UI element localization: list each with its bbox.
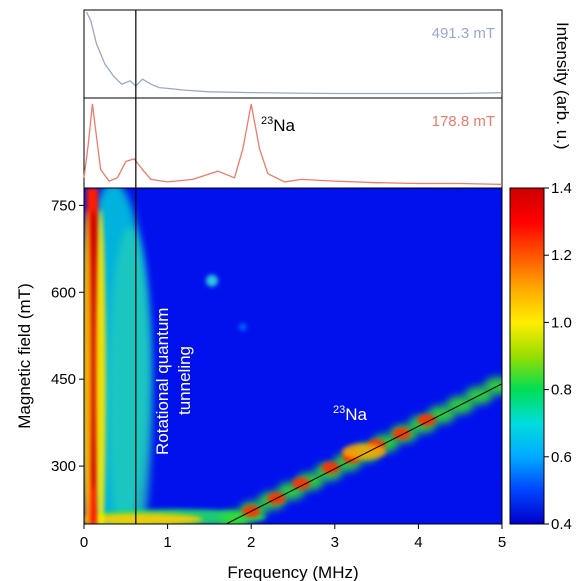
colorbar-ticks: 0.4 0.6 0.8 1.0 1.2 1.4 [544, 180, 572, 533]
colorbar-tick-label: 1.2 [551, 247, 572, 264]
x-tick-label: 1 [163, 534, 171, 551]
top-panel: 491.3 mT [83, 9, 503, 99]
baseline-strip [84, 513, 203, 524]
middle-panel: 178.8 mT 23Na [83, 97, 503, 189]
colorbar-tick-label: 1.4 [551, 180, 572, 197]
x-tick-label: 0 [80, 534, 88, 551]
na-peak [321, 461, 340, 474]
colorbar-gradient [509, 187, 545, 525]
x-tick-label: 5 [498, 534, 506, 551]
colorbar-tick-label: 1.0 [551, 314, 572, 331]
na-peak [342, 443, 387, 460]
top-panel-frame [83, 9, 503, 99]
heatmap-frame [83, 187, 503, 525]
tunneling-line-2: tunneling [175, 346, 194, 415]
x-axis: 0 1 2 3 4 5 [80, 524, 506, 551]
y-tick-label: 300 [51, 458, 76, 475]
zero-frequency-band [95, 209, 106, 524]
heatmap-panel: Rotational quantum tunneling 23Na [83, 187, 503, 525]
top-series-line [85, 11, 503, 95]
x-tick-label: 2 [247, 534, 255, 551]
middle-na-superscript: 23 [261, 115, 273, 127]
y-tick-label: 750 [51, 197, 76, 214]
main-na-text: Na [345, 405, 367, 424]
middle-na-text: Na [273, 116, 295, 135]
colorbar-label: Intensity (arb. u.) [553, 22, 572, 150]
low-frequency-band [107, 226, 152, 524]
colorbar-tick-label: 0.4 [551, 516, 572, 533]
isolated-spot [205, 274, 218, 287]
x-tick-label: 4 [414, 534, 422, 551]
y-tick-label: 450 [51, 371, 76, 388]
na-peak [292, 477, 311, 490]
top-series-label: 491.3 mT [432, 25, 495, 42]
y-axis-label: Magnetic field (mT) [15, 283, 34, 428]
main-na-annotation: 23Na [333, 404, 368, 424]
middle-series-label: 178.8 mT [432, 113, 495, 130]
heatmap-background [84, 188, 502, 524]
middle-series-line [83, 103, 503, 186]
tunneling-annotation: Rotational quantum tunneling [153, 308, 194, 455]
na-fit-line [225, 383, 502, 524]
middle-na-annotation: 23Na [261, 115, 296, 135]
isolated-spot [238, 323, 247, 332]
colorbar-tick-label: 0.8 [551, 382, 572, 399]
x-tick-label: 3 [331, 534, 339, 551]
y-axis: 300 450 600 750 [51, 197, 84, 475]
x-axis-label: Frequency (MHz) [227, 563, 358, 581]
zero-frequency-band [84, 209, 92, 524]
na-peak [417, 414, 436, 427]
main-na-superscript: 23 [333, 404, 345, 416]
colorbar: 0.4 0.6 0.8 1.0 1.2 1.4 Intensity (arb. u.) [509, 22, 572, 533]
tunneling-line-1: Rotational quantum [153, 308, 172, 455]
heatmap-features [84, 188, 502, 524]
colorbar-tick-label: 0.6 [551, 449, 572, 466]
y-tick-label: 600 [51, 284, 76, 301]
